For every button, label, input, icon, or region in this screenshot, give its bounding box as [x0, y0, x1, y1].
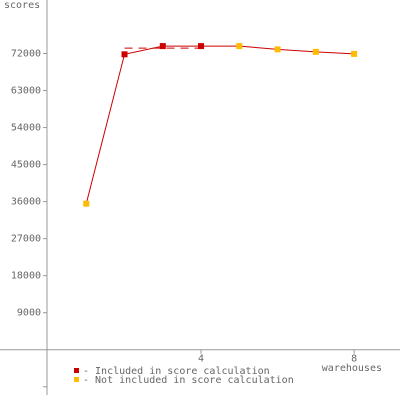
legend-label: - Included in score calculation: [83, 366, 270, 377]
x-axis-label: warehouses: [322, 363, 382, 374]
legend-swatch: [74, 368, 79, 373]
y-tick-label: 45000: [11, 160, 41, 171]
data-point: [274, 46, 281, 53]
data-point: [121, 51, 128, 58]
data-point: [351, 50, 358, 57]
x-tick-label: 4: [198, 354, 204, 365]
x-tick-label: 8: [351, 354, 357, 365]
y-tick-label: 36000: [11, 197, 41, 208]
data-point: [159, 43, 166, 50]
y-tick-label: 72000: [11, 48, 41, 59]
data-point: [236, 43, 243, 50]
legend-swatch: [74, 377, 79, 382]
legend-label: - Not included in score calculation: [83, 375, 294, 386]
y-tick-label: 63000: [11, 86, 41, 97]
data-point: [312, 48, 319, 55]
y-tick-label: 27000: [11, 234, 41, 245]
data-point: [83, 200, 90, 207]
y-axis-label: scores: [4, 0, 40, 11]
data-point: [198, 43, 205, 50]
data-line: [85, 45, 355, 204]
y-tick-label: 18000: [11, 271, 41, 282]
y-tick-label: 54000: [11, 123, 41, 134]
y-tick-label: 9000: [17, 308, 41, 319]
